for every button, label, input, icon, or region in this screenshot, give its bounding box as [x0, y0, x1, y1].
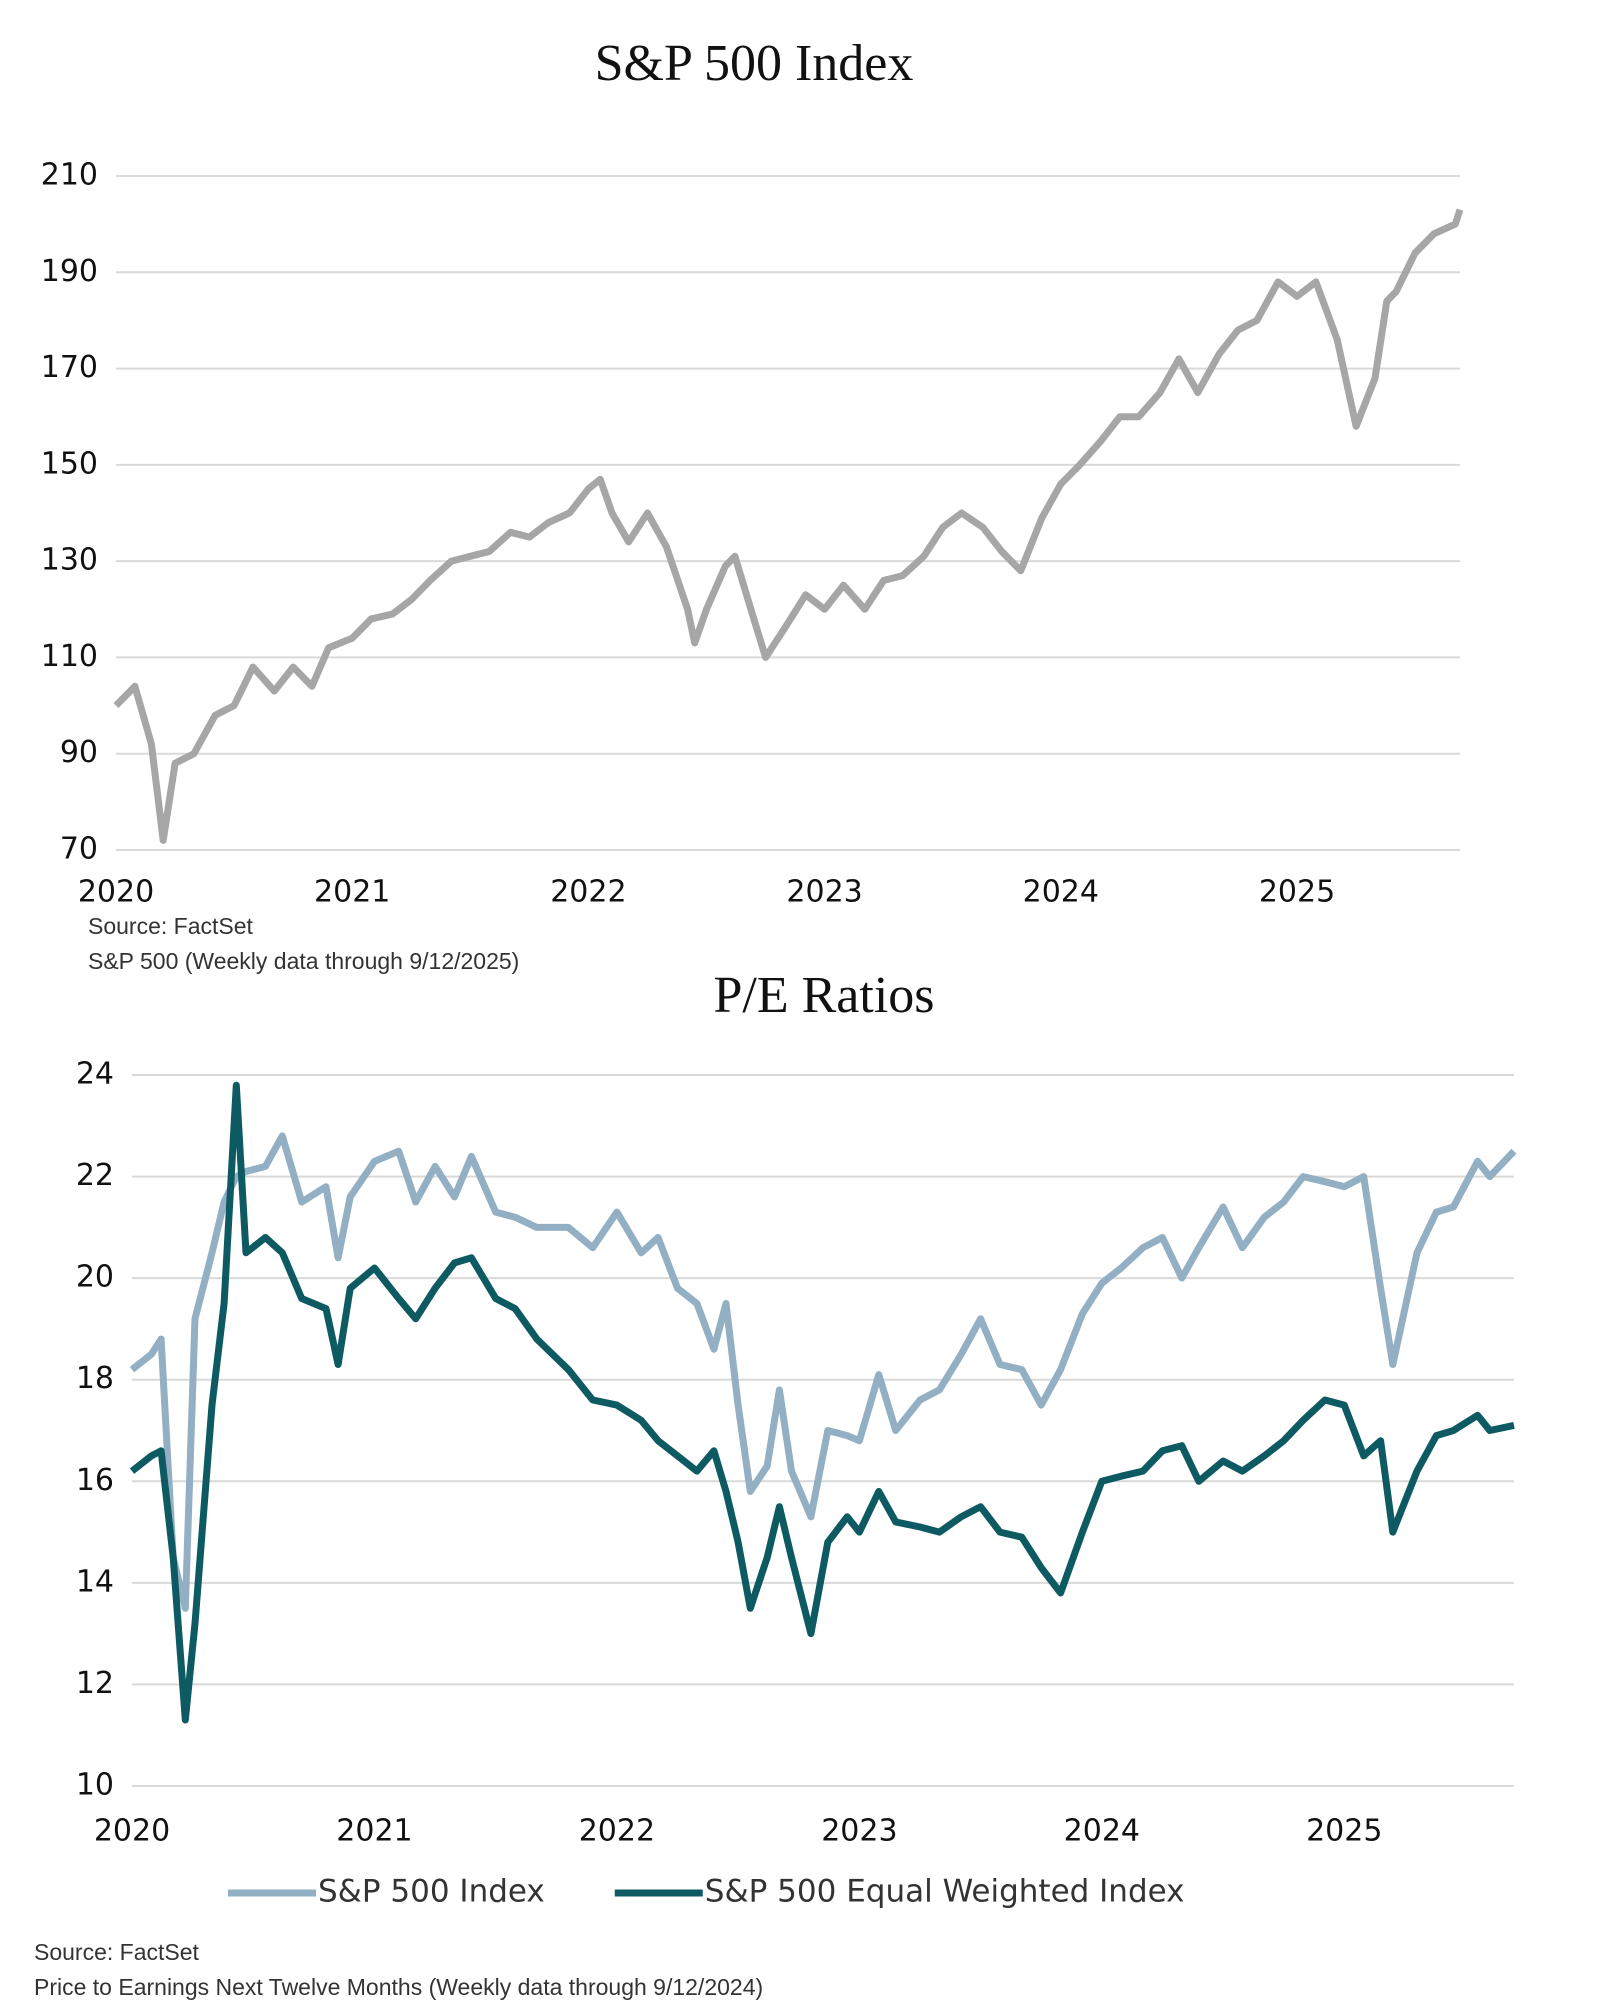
y-tick-label: 70 — [60, 832, 98, 867]
y-tick-label: 22 — [76, 1158, 114, 1193]
x-tick-label: 2024 — [1023, 875, 1099, 910]
y-tick-label: 12 — [76, 1666, 114, 1701]
legend-label: S&P 500 Equal Weighted Index — [705, 1874, 1185, 1910]
x-tick-label: 2023 — [786, 875, 862, 910]
y-tick-label: 18 — [76, 1361, 114, 1396]
y-tick-label: 150 — [41, 446, 98, 481]
line — [129, 1081, 1515, 1724]
x-tick-label: 2022 — [550, 875, 626, 910]
y-tick-label: 14 — [76, 1564, 114, 1599]
x-tick-label: 2021 — [314, 875, 390, 910]
source-note: Source: FactSet — [34, 1939, 200, 1965]
y-tick-label: 190 — [41, 254, 98, 289]
x-tick-label: 2024 — [1064, 1814, 1140, 1849]
line — [113, 208, 1464, 844]
y-tick-label: 10 — [76, 1768, 114, 1803]
source-note: S&P 500 (Weekly data through 9/12/2025) — [88, 948, 519, 974]
chart-title: P/E Ratios — [713, 967, 934, 1024]
chart-title: S&P 500 Index — [595, 35, 914, 92]
x-tick-label: 2025 — [1259, 875, 1335, 910]
source-note: Price to Earnings Next Twelve Months (We… — [34, 1974, 763, 2000]
y-tick-label: 24 — [76, 1057, 114, 1092]
x-tick-label: 2020 — [94, 1814, 170, 1849]
x-tick-label: 2021 — [336, 1814, 412, 1849]
line — [129, 1132, 1517, 1612]
y-tick-label: 16 — [76, 1463, 114, 1498]
x-tick-label: 2022 — [579, 1814, 655, 1849]
y-tick-label: 210 — [41, 158, 98, 193]
y-tick-label: 170 — [41, 350, 98, 385]
x-tick-label: 2025 — [1306, 1814, 1382, 1849]
x-tick-label: 2023 — [821, 1814, 897, 1849]
y-tick-label: 20 — [76, 1260, 114, 1295]
y-tick-label: 130 — [41, 543, 98, 578]
x-tick-label: 2020 — [78, 875, 154, 910]
y-tick-label: 110 — [41, 639, 98, 674]
y-tick-label: 90 — [60, 735, 98, 770]
source-note: Source: FactSet — [88, 913, 254, 939]
legend-label: S&P 500 Index — [318, 1874, 545, 1910]
